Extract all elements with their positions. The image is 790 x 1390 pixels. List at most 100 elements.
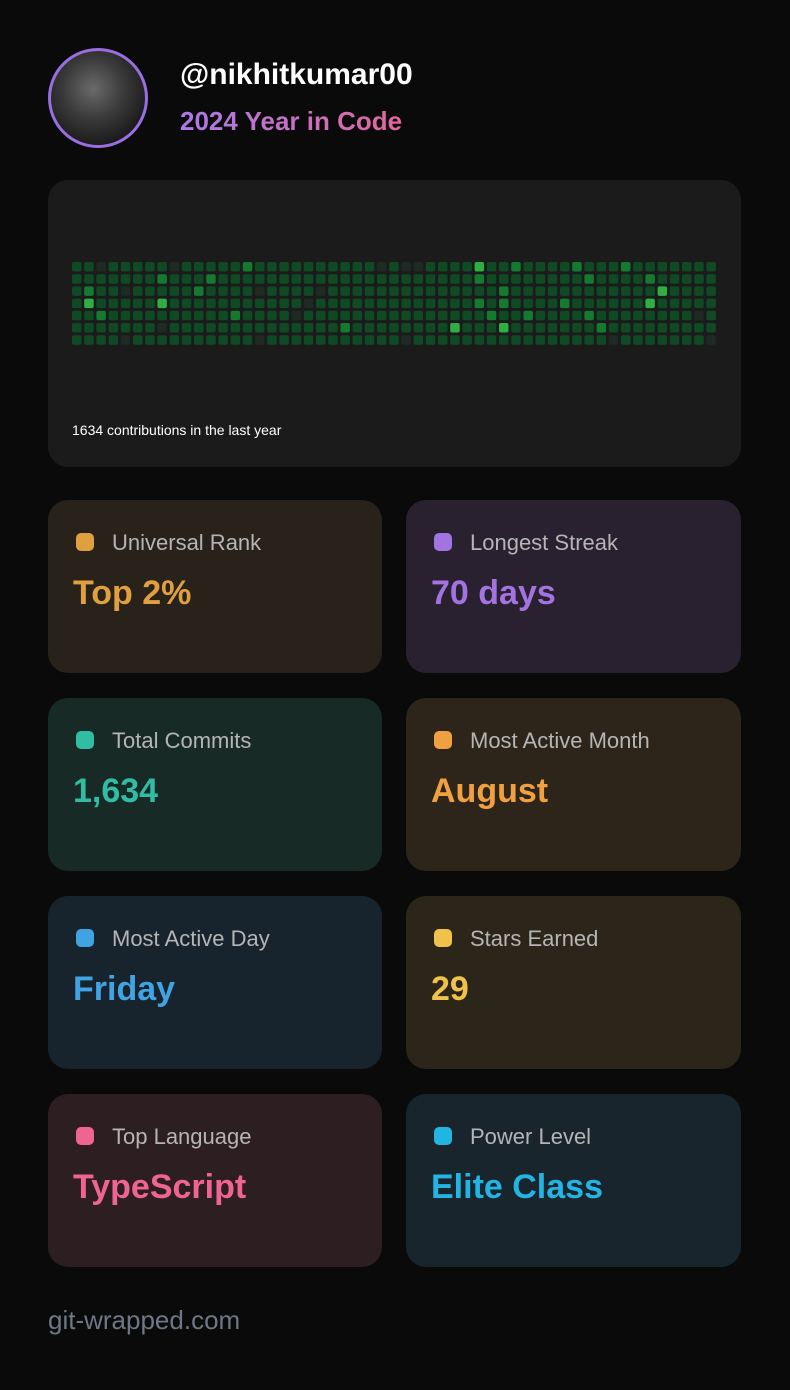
stat-value: Top 2% <box>73 574 192 612</box>
subtitle: 2024 Year in Code <box>180 106 403 136</box>
contribution-cell <box>120 286 131 296</box>
contribution-cell <box>340 335 350 345</box>
contribution-cell <box>499 323 509 333</box>
username: @nikhitkumar00 <box>180 58 413 91</box>
contribution-cell <box>181 335 192 345</box>
contribution-cell <box>389 262 399 272</box>
contribution-cell <box>596 286 607 296</box>
contribution-cell <box>194 310 204 321</box>
contribution-cell <box>169 335 180 345</box>
contribution-cell <box>596 310 607 321</box>
contribution-cell <box>486 286 497 296</box>
contribution-cell <box>413 335 424 345</box>
stat-label: Most Active Month <box>470 728 650 753</box>
contribution-cell <box>657 274 668 284</box>
contribution-cell <box>438 262 448 272</box>
contribution-cell <box>206 274 216 284</box>
contribution-cell <box>560 262 570 272</box>
contribution-cell <box>401 274 411 284</box>
contribution-cell <box>218 310 228 321</box>
contribution-cell <box>694 286 704 296</box>
contribution-cell <box>633 262 643 272</box>
contribution-cell <box>267 335 277 345</box>
contribution-cell <box>633 274 643 284</box>
contribution-cell <box>352 298 363 309</box>
contribution-cell <box>120 335 131 345</box>
contribution-cell <box>377 274 387 284</box>
avatar <box>48 48 148 148</box>
contribution-cell <box>523 262 533 272</box>
contribution-cell <box>706 274 716 284</box>
contribution-cell <box>645 310 655 321</box>
contribution-cell <box>316 323 326 333</box>
contribution-cell <box>682 298 692 309</box>
contribution-cell <box>523 274 533 284</box>
contribution-cell <box>596 262 607 272</box>
contribution-cell <box>523 310 533 321</box>
contribution-cell <box>242 335 253 345</box>
contribution-cell <box>72 274 82 284</box>
contribution-cell <box>657 323 668 333</box>
contribution-cell <box>364 310 375 321</box>
contribution-cell <box>682 323 692 333</box>
contribution-cell <box>401 310 411 321</box>
contribution-cell <box>499 262 509 272</box>
stat-card: Longest Streak 70 days <box>406 500 741 673</box>
stat-icon <box>434 1127 452 1145</box>
contribution-cell <box>303 274 314 284</box>
contribution-cell <box>450 274 460 284</box>
contribution-cell <box>157 286 167 296</box>
contribution-cell <box>462 262 472 272</box>
contribution-cell <box>194 262 204 272</box>
contribution-cell <box>145 310 155 321</box>
contribution-cell <box>340 323 350 333</box>
contribution-cell <box>669 262 680 272</box>
contribution-cell <box>108 310 119 321</box>
contribution-cell <box>608 310 619 321</box>
contribution-cell <box>425 274 436 284</box>
contribution-cell <box>669 310 680 321</box>
contribution-cell <box>547 323 558 333</box>
contribution-cell <box>535 286 546 296</box>
contribution-cell <box>694 298 704 309</box>
contribution-cell <box>535 274 546 284</box>
contribution-cell <box>633 286 643 296</box>
contribution-cell <box>230 298 241 309</box>
contribution-cell <box>621 323 631 333</box>
contribution-cell <box>511 274 521 284</box>
contribution-cell <box>584 310 594 321</box>
contribution-cell <box>560 335 570 345</box>
contribution-cell <box>657 286 668 296</box>
contribution-cell <box>682 310 692 321</box>
contribution-cell <box>242 274 253 284</box>
contribution-cell <box>218 274 228 284</box>
contribution-cell <box>194 323 204 333</box>
stat-label: Most Active Day <box>112 926 270 951</box>
contribution-cell <box>84 298 94 309</box>
contribution-cell <box>645 298 655 309</box>
stat-card: Most Active Month August <box>406 698 741 871</box>
contribution-cell <box>462 274 472 284</box>
stat-label: Top Language <box>112 1124 252 1149</box>
contribution-cell <box>547 262 558 272</box>
contribution-cell <box>547 335 558 345</box>
contribution-cell <box>340 310 350 321</box>
contribution-cell <box>291 298 302 309</box>
contribution-cell <box>96 310 106 321</box>
contribution-cell <box>242 298 253 309</box>
contribution-cell <box>706 298 716 309</box>
contribution-cell <box>438 298 448 309</box>
contribution-cell <box>206 335 216 345</box>
contribution-cell <box>84 310 94 321</box>
contribution-cell <box>523 286 533 296</box>
contribution-cell <box>279 323 289 333</box>
contribution-cell <box>72 298 82 309</box>
contribution-cell <box>669 323 680 333</box>
contribution-cell <box>291 262 302 272</box>
contribution-cell <box>450 310 460 321</box>
contribution-cell <box>316 298 326 309</box>
contribution-cell <box>267 286 277 296</box>
contribution-cell <box>157 335 167 345</box>
contribution-cell <box>96 298 106 309</box>
stat-value: 29 <box>431 970 469 1008</box>
